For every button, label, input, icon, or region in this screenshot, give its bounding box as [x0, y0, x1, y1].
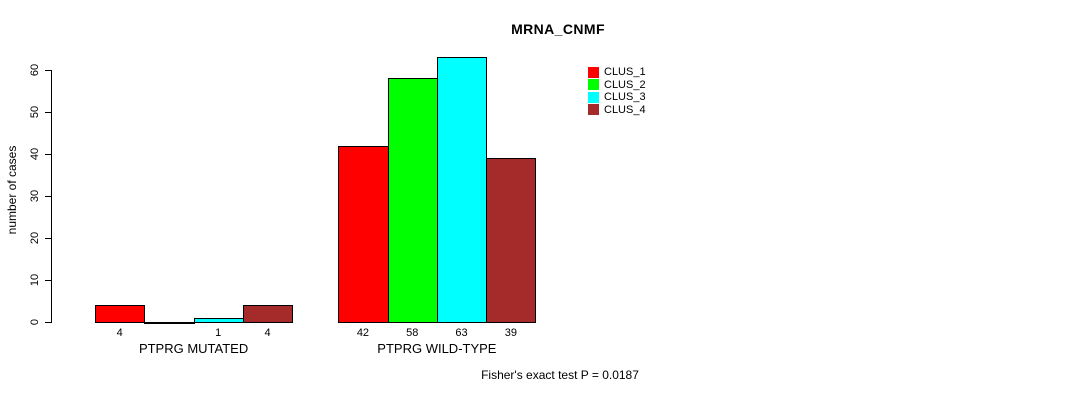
y-tick-label: 10	[29, 273, 41, 287]
annotation-text: Fisher's exact test P = 0.0187	[481, 368, 639, 382]
y-tick	[45, 238, 51, 239]
bar-clus_2-group1	[144, 322, 195, 324]
y-tick-label: 0	[29, 318, 41, 326]
y-tick-label: 40	[29, 147, 41, 161]
y-tick	[45, 322, 51, 323]
y-tick-label: 60	[29, 63, 41, 77]
legend-label: CLUS_4	[604, 103, 646, 116]
bar-clus_4-group2	[486, 158, 537, 323]
legend-item: CLUS_4	[588, 104, 646, 116]
bar-value-label: 42	[356, 327, 370, 339]
bar-value-label: 58	[406, 327, 419, 339]
bar-value-label: 1	[215, 327, 222, 339]
legend-label: CLUS_3	[604, 91, 646, 103]
bar-value-label: 4	[116, 327, 123, 339]
x-category-label: PTPRG WILD-TYPE	[377, 341, 497, 356]
y-tick-label: 30	[29, 189, 41, 203]
bar-value-label: 39	[504, 327, 517, 339]
y-axis-label: number of cases	[5, 145, 19, 235]
y-tick	[45, 112, 51, 113]
bar-clus_2-group2	[387, 78, 438, 323]
y-tick	[45, 70, 51, 71]
y-axis-line	[51, 70, 52, 323]
bar-clus_3-group2	[436, 57, 488, 323]
legend-swatch	[588, 91, 599, 103]
bar-clus_3-group1	[193, 317, 244, 323]
legend-label: CLUS_2	[604, 78, 646, 91]
legend-item: CLUS_1	[588, 66, 646, 78]
y-tick	[45, 196, 51, 197]
y-tick-label: 50	[29, 105, 41, 119]
y-tick	[45, 154, 51, 155]
bar-value-label: 63	[455, 327, 468, 339]
legend-item: CLUS_3	[588, 91, 646, 103]
bar-clus_4-group1	[242, 305, 294, 323]
chart-title: MRNA_CNMF	[511, 21, 605, 37]
y-tick-label: 20	[29, 231, 41, 245]
legend-swatch	[588, 66, 599, 78]
bar-value-label: 4	[264, 327, 271, 339]
y-tick	[45, 280, 51, 281]
legend-item: CLUS_2	[588, 79, 646, 91]
legend-swatch	[588, 104, 599, 115]
legend-label: CLUS_1	[604, 66, 646, 78]
bar-clus_1-group2	[338, 145, 389, 323]
legend-swatch	[588, 79, 599, 90]
x-category-label: PTPRG MUTATED	[138, 341, 249, 356]
bar-clus_1-group1	[95, 305, 146, 323]
